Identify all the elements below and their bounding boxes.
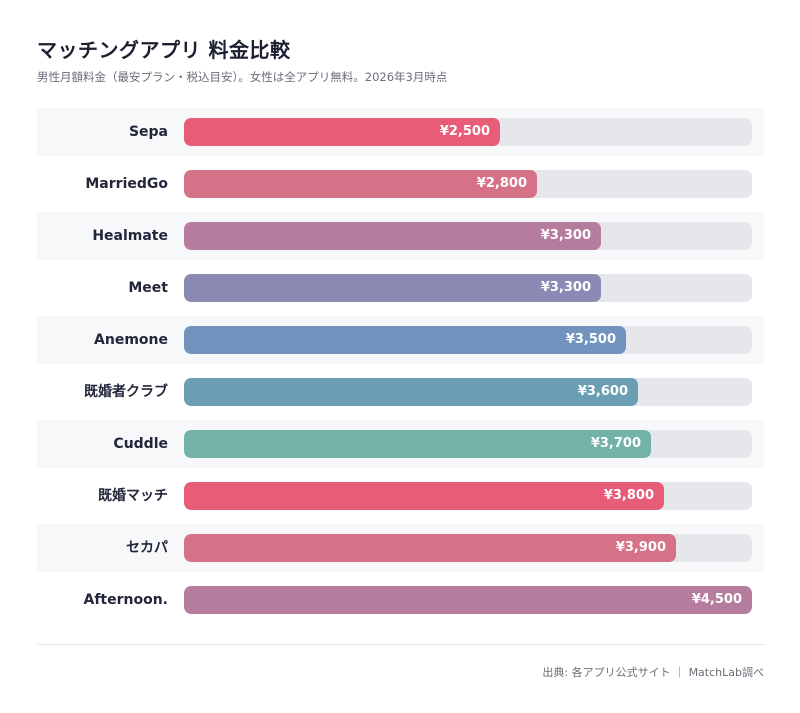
bar: ¥4,500	[184, 586, 752, 614]
bar-value-label: ¥3,800	[603, 488, 654, 503]
bar-value-label: ¥2,500	[439, 124, 490, 139]
bar-value-label: ¥3,700	[590, 436, 641, 451]
bar-track: ¥3,300	[184, 222, 752, 250]
bar-track: ¥3,900	[184, 534, 752, 562]
bar-value-label: ¥3,500	[565, 332, 616, 347]
bar-value-label: ¥3,300	[540, 280, 591, 295]
bar-track: ¥3,500	[184, 326, 752, 354]
footer-divider	[37, 644, 764, 645]
bar-value-label: ¥3,300	[540, 228, 591, 243]
category-label: 既婚者クラブ	[84, 384, 168, 400]
bar-value-label: ¥3,900	[615, 540, 666, 555]
bar: ¥3,300	[184, 274, 601, 302]
bar-chart: Sepa ¥2,500 MarriedGo ¥2,800 Healmate ¥3,300 M…	[37, 108, 764, 628]
bar-track: ¥3,700	[184, 430, 752, 458]
bar-row: Afternoon. ¥4,500	[37, 576, 764, 624]
bar-row: Anemone ¥3,500	[37, 316, 764, 364]
bar-row: Healmate ¥3,300	[37, 212, 764, 260]
category-label: Anemone	[94, 332, 168, 348]
bar-row: Meet ¥3,300	[37, 264, 764, 312]
bar-row: Sepa ¥2,500	[37, 108, 764, 156]
bar-row: MarriedGo ¥2,800	[37, 160, 764, 208]
chart-title: マッチングアプリ 料金比較	[37, 38, 291, 62]
chart-subtitle: 男性月額料金（最安プラン・税込目安）。女性は全アプリ無料。2026年3月時点	[37, 70, 448, 84]
bar: ¥2,800	[184, 170, 537, 198]
category-label: Healmate	[92, 228, 168, 244]
bar-track: ¥3,800	[184, 482, 752, 510]
bar: ¥2,500	[184, 118, 500, 146]
bar: ¥3,600	[184, 378, 638, 406]
category-label: Meet	[128, 280, 168, 296]
bar-row: 既婚マッチ ¥3,800	[37, 472, 764, 520]
bar-track: ¥2,500	[184, 118, 752, 146]
bar-track: ¥4,500	[184, 586, 752, 614]
bar: ¥3,700	[184, 430, 651, 458]
category-label: Cuddle	[113, 436, 168, 452]
bar-track: ¥3,600	[184, 378, 752, 406]
bar-track: ¥2,800	[184, 170, 752, 198]
bar-row: Cuddle ¥3,700	[37, 420, 764, 468]
bar-row: セカパ ¥3,900	[37, 524, 764, 572]
category-label: Afternoon.	[83, 592, 168, 608]
bar-row: 既婚者クラブ ¥3,600	[37, 368, 764, 416]
bar-track: ¥3,300	[184, 274, 752, 302]
bar: ¥3,800	[184, 482, 664, 510]
source-note: 出典: 各アプリ公式サイト ｜ MatchLab調べ	[542, 666, 764, 679]
bar: ¥3,500	[184, 326, 626, 354]
bar-value-label: ¥3,600	[577, 384, 628, 399]
category-label: MarriedGo	[85, 176, 168, 192]
category-label: 既婚マッチ	[98, 488, 168, 504]
bar-value-label: ¥4,500	[691, 592, 742, 607]
category-label: セカパ	[126, 540, 168, 556]
bar-value-label: ¥2,800	[476, 176, 527, 191]
category-label: Sepa	[128, 124, 168, 140]
bar: ¥3,900	[184, 534, 676, 562]
bar: ¥3,300	[184, 222, 601, 250]
